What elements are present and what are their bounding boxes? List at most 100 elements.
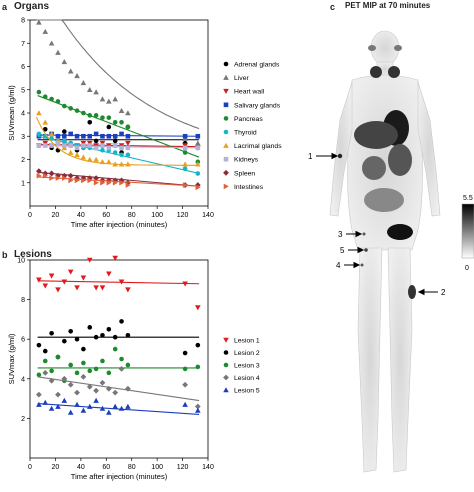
data-point: [112, 161, 118, 167]
data-point: [119, 145, 124, 151]
data-point: [62, 138, 67, 144]
fit-line: [37, 280, 200, 285]
data-point: [67, 68, 74, 74]
x-tick-label: 100: [151, 464, 163, 471]
legend-marker: [223, 169, 229, 176]
fit-line: [37, 135, 200, 174]
legend-marker: [223, 387, 229, 393]
legend-marker: [223, 362, 229, 368]
data-point: [112, 346, 118, 352]
data-point: [42, 369, 49, 376]
data-point: [182, 145, 188, 151]
data-point: [67, 269, 74, 275]
series-lesion-3: [36, 346, 201, 384]
x-tick-label: 80: [128, 464, 136, 471]
data-point: [100, 143, 105, 148]
lesion-arrows: [316, 152, 438, 296]
data-point: [119, 319, 124, 324]
body-silhouette: [329, 30, 441, 473]
data-point: [125, 362, 131, 368]
data-point: [106, 124, 112, 130]
x-tick-label: 140: [202, 212, 214, 219]
y-tick-label: 5: [21, 87, 25, 94]
data-point: [49, 96, 54, 102]
data-point: [36, 277, 42, 283]
data-point: [55, 403, 61, 409]
data-point: [87, 177, 93, 184]
data-point: [74, 389, 80, 396]
data-point: [74, 285, 80, 291]
data-point: [36, 342, 42, 348]
fit-line: [36, 19, 200, 130]
data-point: [100, 147, 105, 153]
data-point: [36, 391, 42, 398]
legend-marker: [223, 156, 229, 162]
data-point: [42, 28, 49, 34]
y-tick-label: 4: [21, 376, 25, 383]
data-point: [106, 145, 112, 151]
data-point: [81, 360, 86, 366]
data-point: [74, 401, 80, 407]
legend-label: Thyroid: [234, 130, 257, 137]
x-tick-label: 40: [77, 212, 85, 219]
data-point: [125, 385, 131, 392]
data-point: [49, 330, 54, 336]
data-point: [93, 89, 99, 95]
data-point: [93, 156, 99, 162]
data-point: [49, 143, 54, 148]
data-point: [119, 179, 125, 186]
data-point: [125, 133, 131, 139]
data-point: [36, 372, 42, 378]
data-point: [182, 161, 188, 167]
data-point: [100, 179, 106, 186]
y-tick-label: 6: [21, 337, 25, 344]
y-tick-label: 2: [21, 416, 25, 423]
data-point: [42, 94, 48, 100]
legend-marker: [223, 129, 229, 135]
data-point: [182, 182, 188, 188]
data-point: [99, 379, 106, 386]
data-point: [48, 405, 55, 411]
legend-label: Heart wall: [234, 89, 265, 96]
y-axis-label: SUVmax (g/ml): [7, 333, 16, 384]
panel-c-letter: c: [330, 2, 336, 12]
data-point: [81, 110, 86, 116]
data-point: [99, 96, 106, 102]
y-tick-label: 10: [17, 258, 25, 265]
data-point: [182, 150, 188, 155]
data-point: [80, 79, 87, 86]
x-tick-label: 100: [151, 212, 163, 219]
x-tick-label: 40: [77, 464, 85, 471]
data-point: [87, 133, 93, 139]
legend-label: Spleen: [234, 170, 255, 177]
data-point: [49, 368, 54, 374]
data-point: [100, 133, 105, 139]
y-tick-label: 8: [21, 18, 25, 25]
data-point: [80, 407, 87, 413]
data-point: [118, 107, 125, 113]
data-point: [74, 108, 80, 113]
data-point: [93, 175, 100, 181]
legend-marker: [223, 142, 229, 148]
plot-frame: [29, 259, 209, 459]
y-tick-label: 4: [21, 111, 25, 118]
data-point: [182, 381, 189, 388]
data-point: [74, 336, 80, 342]
series-intestines: [36, 172, 201, 191]
data-point: [81, 177, 87, 184]
data-point: [55, 287, 61, 293]
svg-text:4: 4: [336, 261, 341, 270]
data-point: [68, 143, 73, 148]
x-axis-label: Time after injection (minutes): [71, 220, 168, 229]
legend-label: Lacrimal glands: [234, 143, 282, 150]
data-point: [62, 175, 68, 181]
data-point: [49, 175, 55, 181]
data-point: [42, 399, 49, 405]
legend-label: Kidneys: [234, 157, 259, 164]
data-point: [112, 334, 118, 340]
colorbar-max-label: 5.5: [463, 195, 473, 202]
data-point: [80, 373, 87, 380]
x-tick-label: 60: [102, 212, 110, 219]
data-point: [74, 177, 80, 184]
legend-label: Liver: [234, 75, 249, 82]
